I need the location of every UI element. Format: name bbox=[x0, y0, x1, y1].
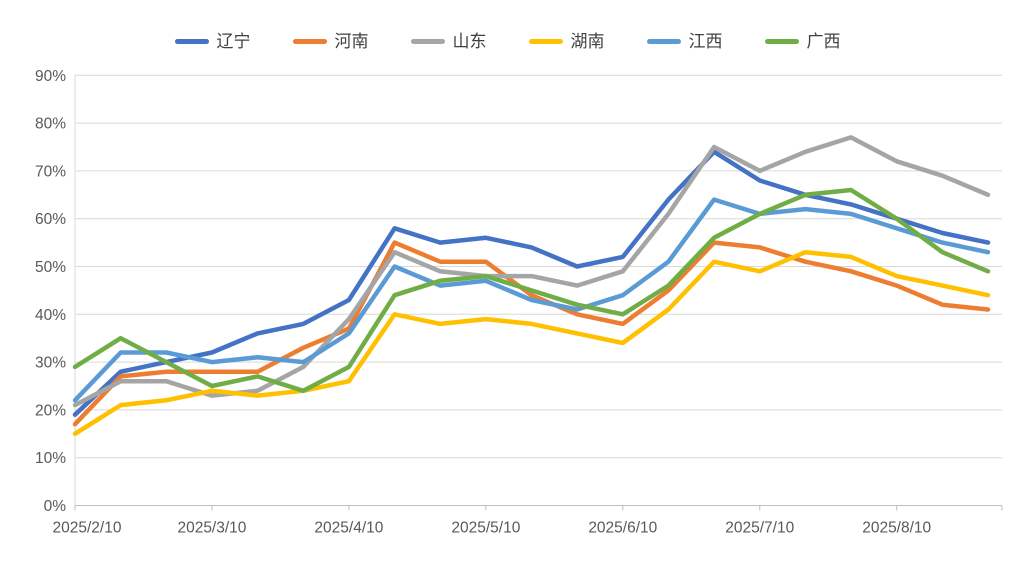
legend-swatch-icon bbox=[646, 39, 681, 44]
legend-swatch-icon bbox=[764, 39, 799, 44]
legend-label: 湖南 bbox=[570, 32, 605, 51]
y-axis-tick-label: 70% bbox=[35, 163, 66, 180]
x-axis-tick-label: 2025/4/10 bbox=[314, 520, 383, 537]
legend-item-广西: 广西 bbox=[764, 32, 841, 51]
x-axis-tick-label: 2025/8/10 bbox=[862, 520, 931, 537]
y-axis-tick-label: 40% bbox=[35, 307, 66, 324]
legend-label: 山东 bbox=[452, 32, 487, 51]
x-axis-tick-label: 2025/3/10 bbox=[177, 520, 246, 537]
y-axis-tick-label: 90% bbox=[35, 68, 66, 85]
y-axis-tick-label: 20% bbox=[35, 402, 66, 419]
legend-label: 辽宁 bbox=[216, 32, 251, 51]
x-axis-tick-label: 2025/5/10 bbox=[451, 520, 520, 537]
legend-swatch-icon bbox=[174, 39, 209, 44]
series-line-河南 bbox=[72, 240, 991, 427]
legend-swatch-icon bbox=[410, 39, 445, 44]
x-axis-tick-label: 2025/6/10 bbox=[588, 520, 657, 537]
legend-swatch-icon bbox=[528, 39, 563, 44]
legend-label: 河南 bbox=[334, 32, 369, 51]
y-axis-tick-label: 80% bbox=[35, 116, 66, 133]
legend-label: 江西 bbox=[688, 32, 723, 51]
legend-item-山东: 山东 bbox=[410, 32, 487, 51]
y-axis-tick-label: 30% bbox=[35, 355, 66, 372]
legend-swatch-icon bbox=[292, 39, 327, 44]
y-axis-tick-label: 0% bbox=[44, 498, 67, 515]
y-axis-tick-label: 10% bbox=[35, 450, 66, 467]
chart-legend: 辽宁 河南 山东 湖南 江西 广西 bbox=[0, 33, 1015, 50]
legend-item-辽宁: 辽宁 bbox=[174, 32, 251, 51]
series-line-广西 bbox=[72, 187, 991, 394]
x-axis-tick-label: 2025/7/10 bbox=[725, 520, 794, 537]
y-axis-tick-label: 50% bbox=[35, 259, 66, 276]
series-line-湖南 bbox=[72, 249, 991, 437]
y-axis-tick-label: 60% bbox=[35, 211, 66, 228]
series-line-江西 bbox=[72, 197, 991, 403]
legend-label: 广西 bbox=[806, 32, 841, 51]
legend-item-江西: 江西 bbox=[646, 32, 723, 51]
legend-item-河南: 河南 bbox=[292, 32, 369, 51]
legend-item-湖南: 湖南 bbox=[528, 32, 605, 51]
series-line-辽宁 bbox=[72, 149, 991, 417]
x-axis-tick-label: 2025/2/10 bbox=[53, 520, 122, 537]
